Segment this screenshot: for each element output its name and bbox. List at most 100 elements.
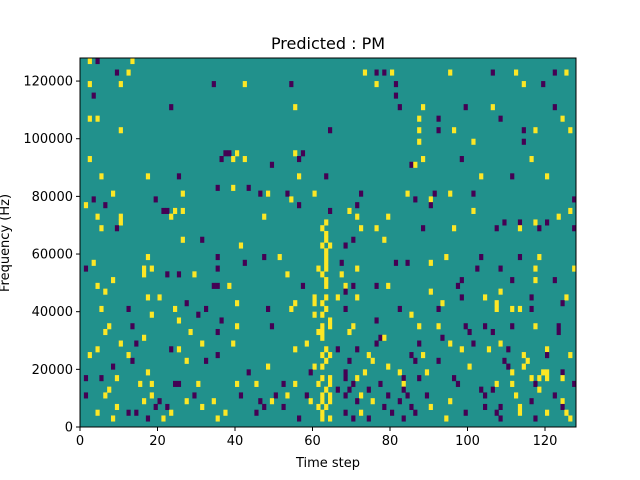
heatmap-cell (328, 242, 333, 249)
x-axis-label: Time step (295, 456, 360, 471)
heatmap-cell (320, 409, 325, 416)
heatmap-cell (324, 219, 329, 226)
heatmap-cell (235, 150, 240, 157)
heatmap-cell (111, 415, 116, 422)
heatmap-cell (231, 340, 236, 347)
heatmap-cell (324, 259, 329, 266)
heatmap-cell (343, 409, 348, 416)
heatmap-cell (297, 202, 302, 209)
y-tick-label: 100000 (23, 132, 73, 147)
heatmap-cell (87, 58, 92, 65)
heatmap-cell (537, 254, 542, 261)
y-tick-label: 120000 (23, 75, 73, 90)
heatmap-cell (428, 259, 433, 266)
heatmap-cell (235, 300, 240, 307)
heatmap-cell (545, 219, 550, 226)
heatmap-cell (568, 352, 573, 359)
heatmap-cell (281, 380, 286, 387)
heatmap-cell (254, 380, 259, 387)
heatmap-cell (308, 369, 313, 376)
heatmap-cell (285, 190, 290, 197)
heatmap-cell (564, 69, 569, 76)
heatmap-cell (196, 311, 201, 318)
heatmap-cell (204, 357, 209, 364)
heatmap-cell (521, 81, 526, 88)
heatmap-cell (328, 398, 333, 405)
heatmap-cell (405, 259, 410, 266)
y-axis-label: Frequency (Hz) (0, 194, 13, 292)
heatmap-cell (126, 409, 131, 416)
heatmap-cell (328, 323, 333, 330)
heatmap-cell (351, 282, 356, 289)
heatmap-cell (114, 375, 120, 382)
heatmap-cell (359, 190, 364, 197)
heatmap-cell (169, 346, 174, 353)
heatmap-cell (320, 392, 325, 399)
heatmap-cell (297, 415, 302, 422)
heatmap-cell (421, 156, 426, 163)
heatmap-cell (103, 202, 108, 209)
heatmap-cell (254, 409, 259, 416)
heatmap-cell (506, 346, 511, 353)
heatmap-cell (83, 202, 89, 209)
heatmap-cell (114, 69, 120, 76)
heatmap-cell (324, 173, 329, 180)
heatmap-cell (490, 69, 495, 76)
heatmap-cell (215, 265, 220, 272)
heatmap-cell (517, 225, 523, 232)
heatmap-cell (343, 305, 348, 312)
heatmap-cell (188, 328, 193, 336)
heatmap-cell (568, 415, 573, 422)
heatmap-cell (409, 403, 414, 411)
y-tick-label: 40000 (32, 305, 73, 320)
heatmap-cell (103, 328, 108, 336)
heatmap-cell (335, 386, 340, 393)
heatmap-cell (440, 334, 445, 341)
heatmap-cell (366, 352, 371, 359)
heatmap-cell (409, 352, 414, 359)
heatmap-cell (273, 392, 278, 399)
heatmap-cell (114, 403, 120, 411)
heatmap-cell (351, 415, 356, 422)
heatmap-cell (428, 196, 433, 203)
heatmap-cell (397, 369, 402, 376)
heatmap-cell (169, 213, 174, 220)
heatmap-cell (262, 403, 267, 411)
heatmap-cell (184, 300, 189, 307)
heatmap-cell (316, 380, 321, 387)
heatmap-cell (424, 369, 430, 376)
heatmap-cell (238, 242, 244, 249)
heatmap-cell (180, 236, 185, 243)
heatmap-cell (545, 352, 550, 359)
heatmap-cell (533, 380, 538, 387)
heatmap-cell (87, 81, 92, 88)
heatmap-cell (545, 346, 550, 353)
heatmap-cell (142, 398, 147, 405)
heatmap-cell (421, 225, 426, 232)
heatmap-cell (498, 265, 503, 272)
heatmap-cell (324, 346, 329, 353)
heatmap-cell (467, 363, 472, 370)
heatmap-cell (517, 403, 523, 411)
heatmap-cell (196, 380, 201, 387)
heatmap-cell (111, 277, 116, 284)
heatmap-cell (529, 294, 534, 301)
heatmap-cell (533, 219, 538, 226)
heatmap-cell (405, 190, 410, 197)
heatmap-cell (483, 392, 488, 399)
heatmap-cell (335, 294, 340, 301)
heatmap-cell (111, 363, 116, 370)
heatmap-cell (366, 386, 371, 393)
heatmap-cell (145, 294, 151, 301)
heatmap-cell (510, 323, 515, 330)
heatmap-cell (510, 173, 515, 180)
heatmap-cell (436, 115, 441, 122)
heatmap-cell (490, 386, 495, 393)
heatmap-cell (564, 294, 569, 301)
heatmap-cell (401, 380, 406, 387)
heatmap-cell (529, 375, 534, 382)
heatmap-cell (517, 219, 523, 226)
y-tick-label: 0 (65, 421, 73, 436)
heatmap-cell (145, 369, 151, 376)
heatmap-cell (347, 386, 352, 393)
